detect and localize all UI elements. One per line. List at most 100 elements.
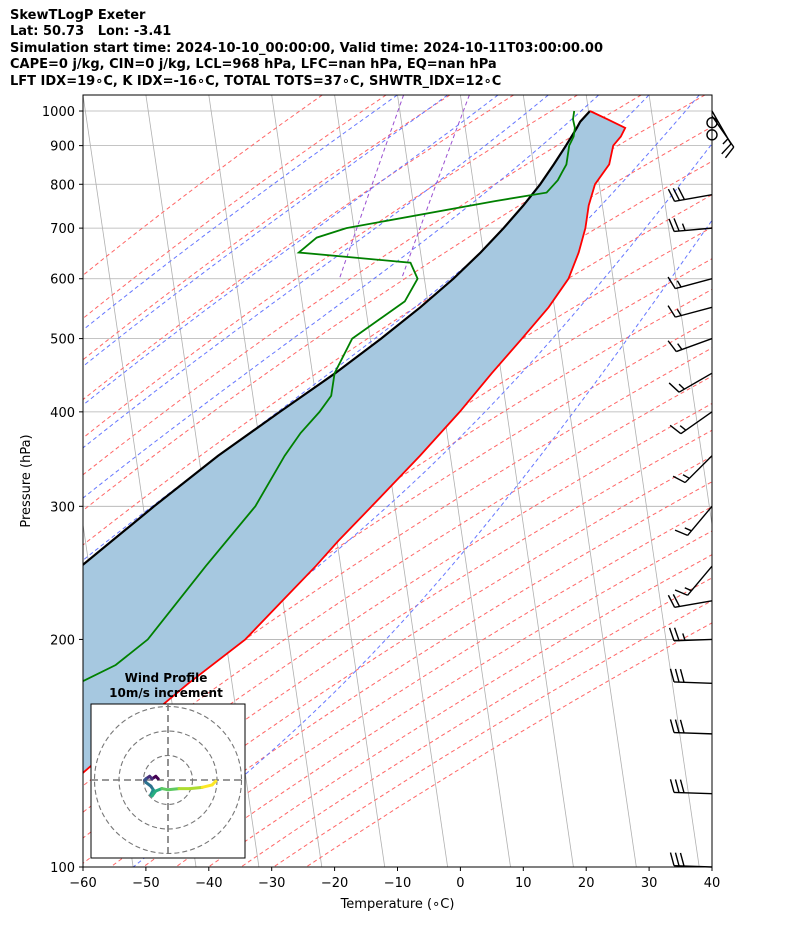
wind-barb [674, 565, 713, 596]
barb-full [674, 529, 688, 537]
y-axis-label: Pressure (hPa) [19, 434, 34, 527]
x-tick-label: 40 [704, 876, 721, 891]
barb-full [667, 276, 676, 289]
barb-staff [687, 505, 713, 536]
barb-full [674, 589, 688, 596]
wind-barb [711, 110, 732, 155]
barb-staff [673, 864, 713, 868]
wind-barbs [667, 110, 735, 868]
barb-half [676, 308, 682, 316]
x-tick-label: −30 [258, 876, 285, 891]
barb-full [677, 187, 686, 200]
x-tick-label: −40 [195, 876, 222, 891]
y-tick-label: 900 [50, 140, 75, 155]
dewpoint-line [83, 110, 576, 683]
wind-barb [668, 218, 713, 233]
barb-staff [687, 565, 713, 596]
barb-staff [676, 337, 713, 353]
cin-shaded-area [83, 111, 626, 773]
dry-adiabat [208, 554, 712, 867]
mixing-ratio-line [401, 95, 470, 279]
mixing-ratio-line [338, 95, 405, 279]
wind-barb [669, 852, 713, 868]
hodograph-trace [210, 779, 218, 787]
barb-full [674, 719, 680, 733]
isotherm-line [460, 95, 574, 867]
barb-full [669, 424, 682, 435]
barb-half [682, 633, 686, 641]
isotherm-line [648, 95, 712, 528]
axes: −60 −50 −40 −30 −20 −10 0 10 20 30 40 100 200 300 400 5… [19, 105, 720, 912]
y-tick-label: 800 [50, 178, 75, 193]
chart-title: SkewTLogP Exeter [10, 8, 146, 23]
moist-adiabat [83, 142, 712, 752]
wind-barb [667, 594, 713, 609]
moist-adiabat [83, 95, 700, 642]
barb-staff [674, 600, 713, 609]
barb-full [673, 627, 680, 641]
x-tick-label: 10 [515, 876, 532, 891]
x-tick-label: 0 [456, 876, 464, 891]
wind-barb [674, 505, 713, 537]
wind-barb [667, 276, 713, 290]
barb-full [669, 779, 675, 793]
barb-full [674, 779, 680, 793]
wind-barb [668, 627, 713, 642]
wind-barb [667, 187, 713, 202]
barb-staff [684, 455, 713, 484]
barb-full [679, 779, 685, 793]
time-line: Simulation start time: 2024-10-10_00:00:… [10, 40, 603, 56]
profiles [83, 110, 627, 775]
hodograph-area [91, 704, 245, 858]
barb-staff [680, 411, 713, 435]
isotherm-line [0, 95, 7, 867]
barb-half [722, 138, 729, 145]
isotherm-line [711, 95, 712, 98]
barb-full [667, 305, 676, 318]
barb-full [721, 143, 732, 155]
dry-adiabat [83, 95, 514, 401]
barb-half [676, 280, 682, 288]
barb-full [672, 475, 686, 484]
dry-adiabat [83, 95, 323, 276]
hodograph-trace [200, 783, 214, 789]
barb-half [682, 474, 690, 479]
temperature-line [83, 110, 627, 775]
barb-full [668, 627, 675, 641]
y-tick-label: 700 [50, 222, 75, 237]
dry-adiabat [83, 402, 712, 813]
barb-staff [675, 278, 713, 290]
moist-adiabat [83, 95, 398, 331]
x-tick-label: 30 [641, 876, 658, 891]
chart-header: SkewTLogP Exeter Lat: 50.73 Lon: -3.41 S… [10, 8, 603, 90]
barb-staff [673, 681, 713, 684]
wind-barb [669, 411, 713, 435]
barb-staff [673, 638, 713, 642]
y-tick-label: 500 [50, 333, 75, 348]
x-tick-label: 20 [578, 876, 595, 891]
dry-adiabat [83, 375, 712, 787]
hodograph-trace [166, 787, 181, 792]
wind-barb [711, 115, 735, 159]
barb-full [669, 719, 675, 733]
barb-staff [678, 372, 713, 393]
x-tick-label: −20 [321, 876, 348, 891]
y-tick-label: 1000 [42, 105, 75, 120]
isotherm-line [775, 95, 794, 867]
y-tick-label: 100 [50, 861, 75, 876]
parcel-profile-line [83, 110, 591, 567]
barb-full [668, 382, 680, 393]
x-axis-label: Temperature (∘C) [340, 897, 455, 912]
wind-barb [672, 455, 713, 484]
index-line: LFT IDX=19∘C, K IDX=-16∘C, TOTAL TOTS=37… [10, 73, 502, 89]
hodograph-trace [188, 785, 204, 791]
barb-half [677, 343, 683, 350]
barb-half [679, 425, 687, 431]
dry-adiabat [83, 95, 451, 361]
barb-half [684, 527, 692, 532]
barb-staff [673, 791, 713, 795]
barb-full [672, 594, 681, 607]
moist-adiabat [132, 219, 712, 867]
isotherm-line [397, 95, 511, 867]
y-tick-label: 600 [50, 273, 75, 288]
